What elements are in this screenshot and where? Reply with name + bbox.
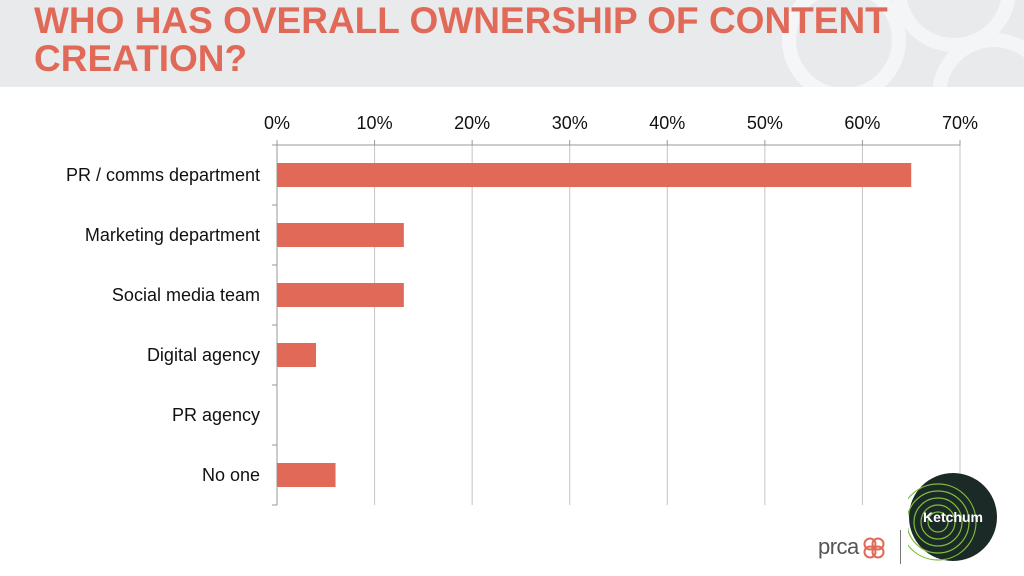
x-tick-label: 20% bbox=[454, 113, 490, 133]
x-tick-label: 60% bbox=[844, 113, 880, 133]
x-tick-label: 10% bbox=[357, 113, 393, 133]
bar bbox=[277, 163, 912, 187]
category-label: PR / comms department bbox=[66, 165, 260, 185]
decorative-pattern-icon bbox=[782, 0, 1024, 87]
ketchum-logo-text: Ketchum bbox=[923, 509, 983, 525]
x-tick-label: 40% bbox=[649, 113, 685, 133]
prca-logo-text: prca bbox=[818, 534, 859, 559]
category-label: Digital agency bbox=[147, 345, 260, 365]
category-label: PR agency bbox=[172, 405, 260, 425]
category-labels: PR / comms department Marketing departmen… bbox=[66, 165, 260, 485]
category-label: Marketing department bbox=[85, 225, 260, 245]
footer-logos: prca Ketchum bbox=[812, 470, 1012, 570]
bar bbox=[277, 223, 404, 247]
logo-divider bbox=[900, 530, 901, 564]
page-title: WHO HAS OVERALL OWNERSHIP OF CONTENT CRE… bbox=[34, 0, 888, 79]
x-tick-label: 50% bbox=[747, 113, 783, 133]
slide-header: WHO HAS OVERALL OWNERSHIP OF CONTENT CRE… bbox=[0, 0, 1024, 87]
bars bbox=[277, 163, 912, 487]
prca-rings-icon bbox=[863, 537, 885, 559]
bar bbox=[277, 463, 336, 487]
x-axis-ticks: 0% 10% 20% 30% 40% 50% 60% 70% bbox=[264, 113, 978, 145]
ketchum-logo: Ketchum bbox=[908, 473, 997, 561]
x-tick-label: 0% bbox=[264, 113, 290, 133]
bar bbox=[277, 283, 404, 307]
x-tick-label: 70% bbox=[942, 113, 978, 133]
bar-chart: 0% 10% 20% 30% 40% 50% 60% 70% PR / comms depar… bbox=[66, 113, 978, 506]
category-label: No one bbox=[202, 465, 260, 485]
category-label: Social media team bbox=[112, 285, 260, 305]
x-tick-label: 30% bbox=[552, 113, 588, 133]
grid-lines bbox=[272, 144, 961, 506]
bar bbox=[277, 343, 317, 367]
